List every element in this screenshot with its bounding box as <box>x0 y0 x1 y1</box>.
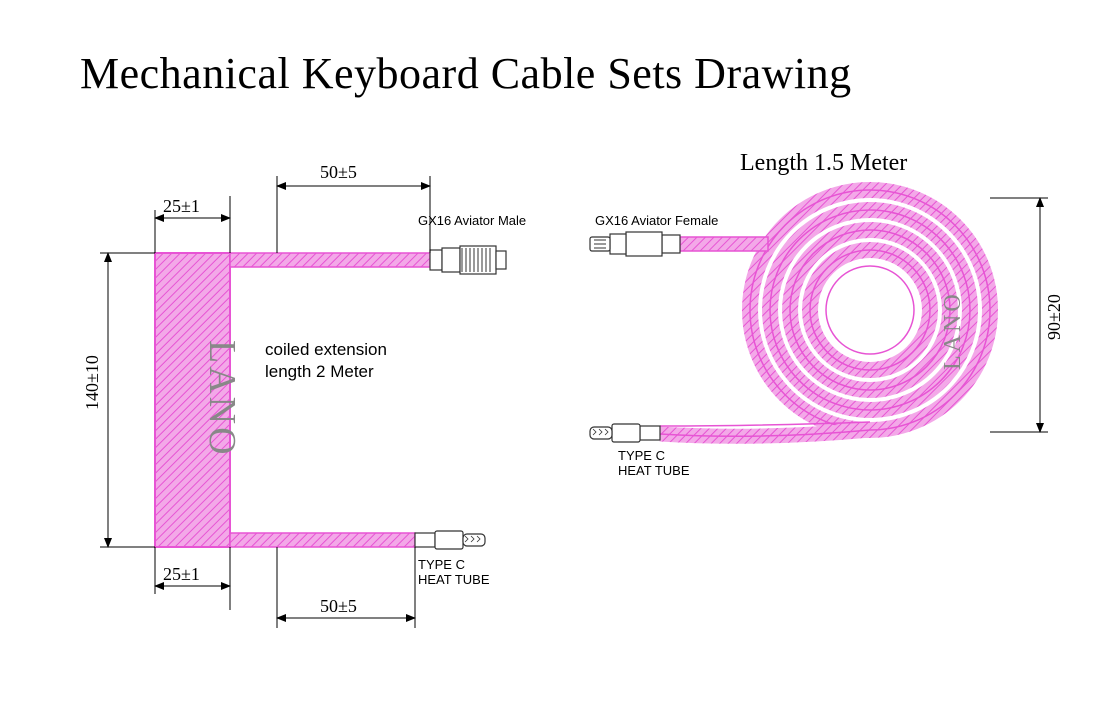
dim-top-ext-label: 50±5 <box>320 162 357 182</box>
dim-bot-stub: 25±1 <box>155 547 230 610</box>
gx16-female-connector <box>590 232 680 256</box>
gx16-male-connector <box>430 246 506 274</box>
usb-c-label-right-1: TYPE C <box>618 448 665 463</box>
usb-c-connector-left <box>415 531 485 549</box>
dim-top-ext: 50±5 <box>277 162 430 253</box>
dim-bot-stub-label: 25±1 <box>163 564 200 584</box>
gx16-female-label: GX16 Aviator Female <box>595 213 718 228</box>
coiled-cable <box>155 253 430 547</box>
dim-bot-ext-label: 50±5 <box>320 596 357 616</box>
coil-note-2: length 2 Meter <box>265 362 374 381</box>
drawing-canvas: 140±10 25±1 50±5 25±1 50±5 GX16 Aviator … <box>0 0 1118 705</box>
dim-height-right-label: 90±20 <box>1044 294 1064 340</box>
brand-right: LANO <box>940 291 966 370</box>
dim-height-right: 90±20 <box>990 198 1064 432</box>
dim-height-left: 140±10 <box>82 253 155 547</box>
brand-left: LANO <box>201 340 243 458</box>
coil-note-1: coiled extension <box>265 340 387 359</box>
dim-bot-ext: 50±5 <box>277 547 415 628</box>
usb-c-label-left-1: TYPE C <box>418 557 465 572</box>
length-label: Length 1.5 Meter <box>740 150 907 176</box>
dim-top-stub: 25±1 <box>155 196 230 253</box>
dim-height-label: 140±10 <box>82 355 102 410</box>
gx16-male-label: GX16 Aviator Male <box>418 213 526 228</box>
usb-c-label-left-2: HEAT TUBE <box>418 572 490 587</box>
usb-c-connector-right <box>590 424 660 442</box>
usb-c-label-right-2: HEAT TUBE <box>618 463 690 478</box>
dim-top-stub-label: 25±1 <box>163 196 200 216</box>
